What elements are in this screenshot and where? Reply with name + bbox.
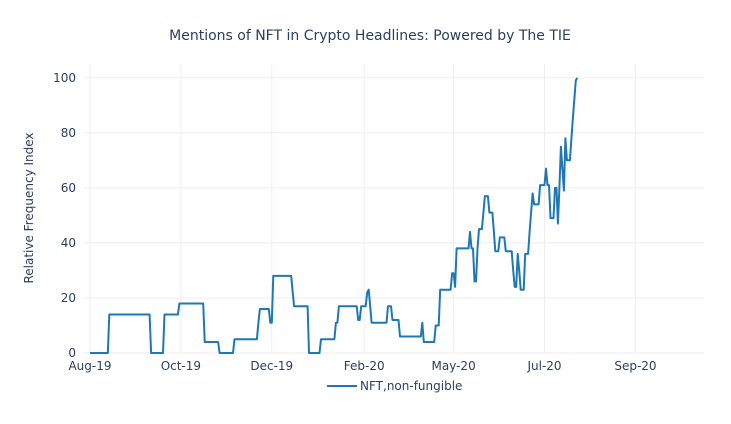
x-tick-label: Jul-20 [526,359,561,373]
x-tick-label: Sep-20 [614,359,656,373]
grid [84,64,704,354]
x-axis-ticks: Aug-19 Oct-19 Dec-19 Feb-20 May-20 Jul-20 Sep-… [68,359,656,373]
legend[interactable]: NFT,non-fungible [327,379,462,393]
x-tick-label: Feb-20 [344,359,385,373]
y-tick-label: 100 [53,71,76,85]
x-tick-label: May-20 [432,359,476,373]
x-tick-label: Aug-19 [68,359,111,373]
chart-title: Mentions of NFT in Crypto Headlines: Pow… [169,28,571,44]
y-axis-ticks: 0 20 40 60 80 100 [53,71,76,360]
y-axis-label: Relative Frequency Index [22,132,36,283]
y-tick-label: 80 [61,126,76,140]
x-tick-label: Oct-19 [161,359,201,373]
series-line [90,77,579,354]
series-layer [90,77,579,354]
x-tick-label: Dec-19 [250,359,293,373]
y-tick-label: 40 [61,236,76,250]
y-tick-label: 60 [61,181,76,195]
legend-label: NFT,non-fungible [360,379,462,393]
y-tick-label: 20 [61,291,76,305]
y-tick-label: 0 [68,346,76,360]
